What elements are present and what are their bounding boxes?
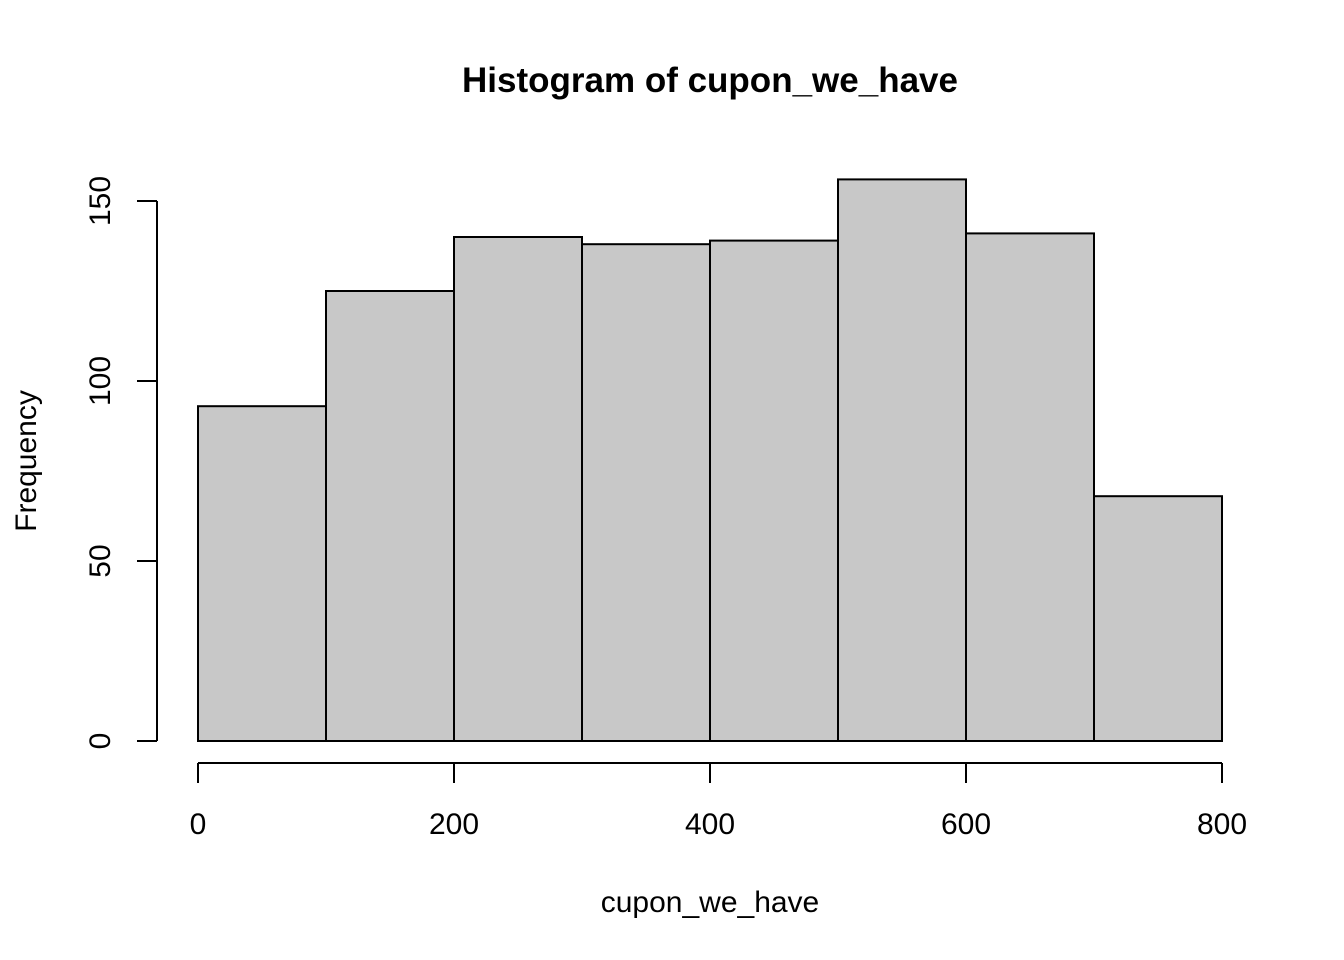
x-axis: 0 200 400 600 800 [190, 762, 1247, 841]
x-tick-label: 800 [1197, 808, 1247, 841]
x-axis-label: cupon_we_have [601, 886, 820, 919]
histogram-bar-3 [581, 243, 711, 742]
chart-title: Histogram of cupon_we_have [462, 61, 958, 100]
y-tick-label: 50 [84, 544, 117, 577]
histogram-bar-5 [837, 178, 967, 742]
histogram-bar-0 [197, 405, 327, 742]
x-tick-label: 0 [190, 808, 207, 841]
histogram-bar-6 [965, 232, 1095, 742]
y-axis: 0 50 100 150 [84, 176, 158, 750]
histogram-bar-7 [1093, 495, 1223, 743]
x-tick-label: 400 [685, 808, 735, 841]
y-tick-label: 100 [84, 356, 117, 406]
y-axis-label: Frequency [10, 390, 43, 532]
histogram-bar-1 [325, 290, 455, 742]
x-tick-label: 200 [429, 808, 479, 841]
x-tick-label: 600 [941, 808, 991, 841]
histogram-bar-2 [453, 236, 583, 742]
bars-group [197, 178, 1223, 743]
y-tick-label: 150 [84, 176, 117, 226]
histogram-bar-4 [709, 239, 839, 742]
y-tick-label: 0 [84, 733, 117, 750]
